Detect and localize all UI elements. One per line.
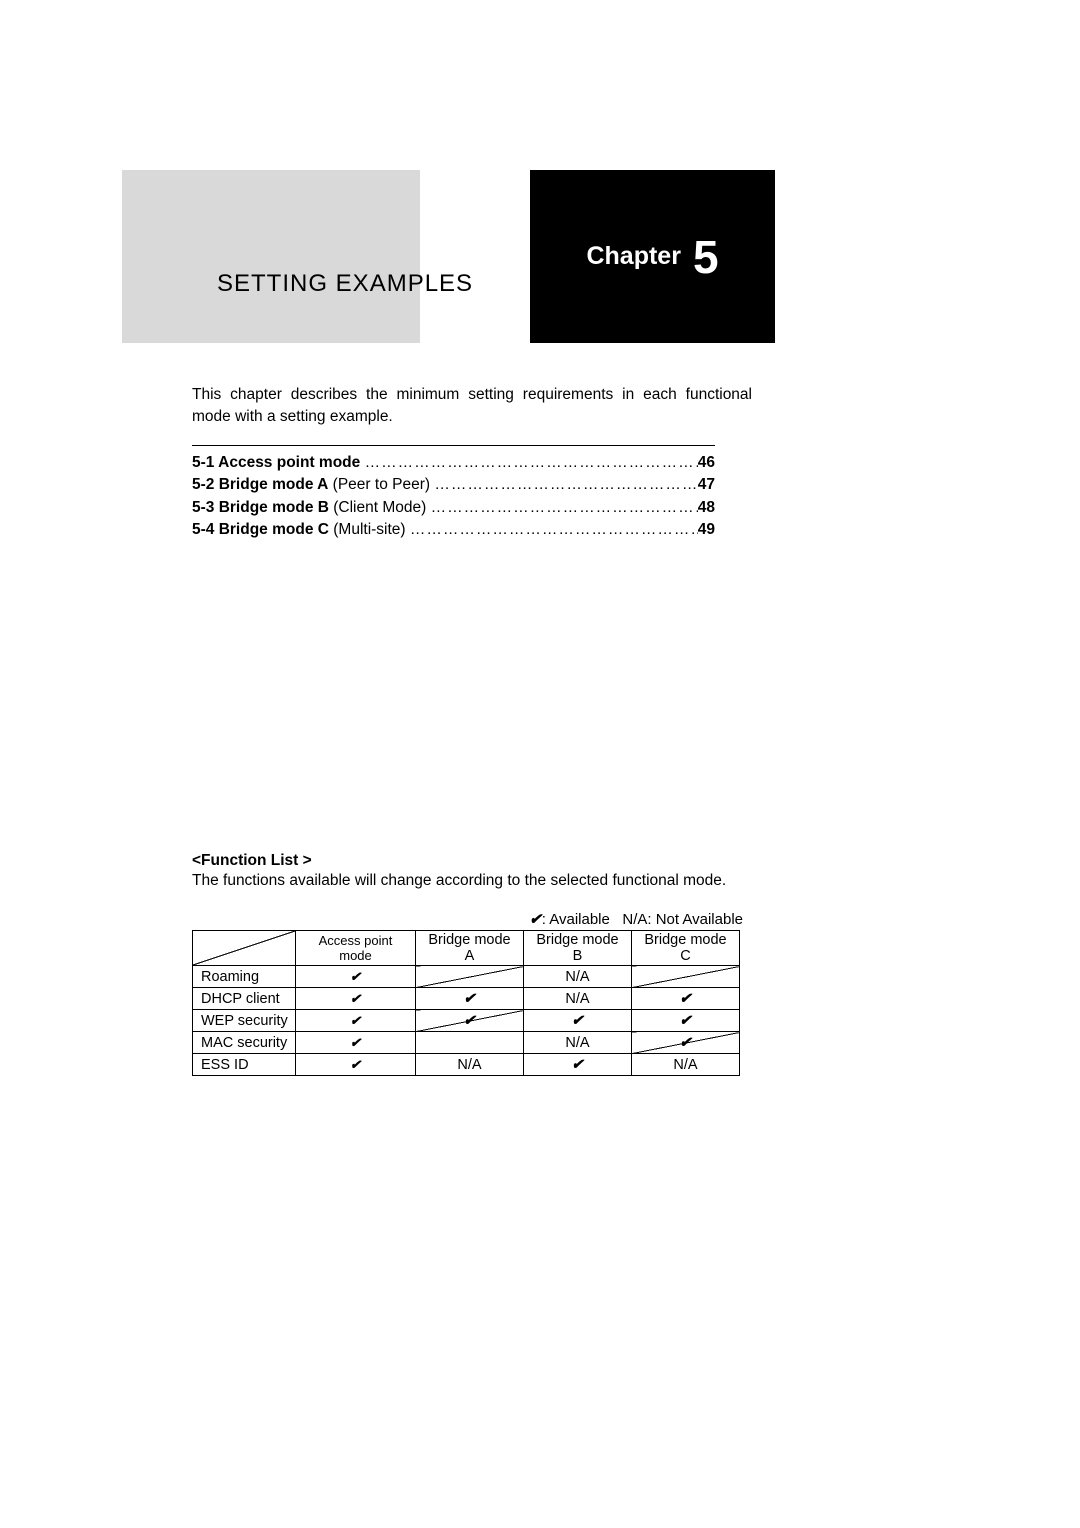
gray-banner-block <box>122 170 420 343</box>
check-icon: ✔ <box>350 969 361 984</box>
check-icon: ✔ <box>463 991 475 1007</box>
table-row-header: ESS ID <box>193 1054 296 1076</box>
check-icon: ✔ <box>571 1013 583 1029</box>
function-list-heading: <Function List > <box>192 852 752 870</box>
table-row: MAC security ✔ N/A ✔ <box>193 1032 740 1054</box>
chapter-badge: Chapter 5 <box>530 170 775 343</box>
check-icon: ✔ <box>350 991 361 1006</box>
toc-page-number: 47 <box>698 474 715 496</box>
table-row-header: MAC security <box>193 1032 296 1054</box>
toc-page-number: 46 <box>698 452 715 474</box>
toc-leader-dots <box>365 452 698 474</box>
page-title: SETTING EXAMPLES <box>217 270 473 298</box>
check-icon: ✔ <box>350 1013 361 1028</box>
check-icon: ✔ <box>571 1057 583 1073</box>
table-cell <box>416 966 524 988</box>
table-cell: ✔ <box>524 1054 632 1076</box>
check-icon: ✔ <box>350 1057 361 1072</box>
toc-entry: 5-3 Bridge mode B (Client Mode) 48 <box>192 497 715 519</box>
table-cell: ✔ <box>296 1054 416 1076</box>
table-cell: N/A <box>524 966 632 988</box>
check-icon: ✔ <box>679 1013 691 1029</box>
table-column-header: Bridge mode A <box>416 931 524 966</box>
table-cell: ✔ <box>296 988 416 1010</box>
toc-entry: 5-2 Bridge mode A (Peer to Peer) 47 <box>192 474 715 496</box>
intro-paragraph: This chapter describes the minimum setti… <box>192 384 752 427</box>
function-list-desc: The functions available will change acco… <box>192 872 752 890</box>
table-cell <box>416 1032 524 1054</box>
table-cell: ✔ <box>416 988 524 1010</box>
table-column-header: Bridge mode B <box>524 931 632 966</box>
function-list-legend: ✔: Available N/A: Not Available <box>192 910 752 928</box>
table-row-header: WEP security <box>193 1010 296 1032</box>
check-icon: ✔ <box>463 1013 475 1029</box>
table-cell: N/A <box>632 1054 740 1076</box>
toc-label: 5-1 Access point mode <box>192 452 365 474</box>
chapter-label: Chapter <box>586 242 680 271</box>
table-cell: ✔ <box>296 1010 416 1032</box>
table-row: Roaming ✔ N/A <box>193 966 740 988</box>
table-row-header: DHCP client <box>193 988 296 1010</box>
toc-label: 5-3 Bridge mode B (Client Mode) <box>192 497 431 519</box>
table-cell: ✔ <box>632 988 740 1010</box>
toc-entry: 5-4 Bridge mode C (Multi-site) 49 <box>192 519 715 541</box>
table-cell <box>632 966 740 988</box>
table-column-header: Bridge mode C <box>632 931 740 966</box>
toc-leader-dots <box>434 474 697 496</box>
table-cell: ✔ <box>416 1010 524 1032</box>
toc-leader-dots <box>410 519 698 541</box>
check-icon: ✔ <box>679 991 691 1007</box>
table-cell: ✔ <box>296 1032 416 1054</box>
table-cell: ✔ <box>296 966 416 988</box>
table-row-header: Roaming <box>193 966 296 988</box>
toc-page-number: 49 <box>698 519 715 541</box>
table-cell: N/A <box>524 988 632 1010</box>
toc-entry: 5-1 Access point mode 46 <box>192 452 715 474</box>
function-list-table: Access point modeBridge mode ABridge mod… <box>192 930 740 1076</box>
table-cell: ✔ <box>632 1032 740 1054</box>
table-of-contents: 5-1 Access point mode 465-2 Bridge mode … <box>192 445 715 542</box>
table-cell: ✔ <box>524 1010 632 1032</box>
toc-label: 5-2 Bridge mode A (Peer to Peer) <box>192 474 434 496</box>
check-icon: ✔ <box>679 1035 691 1051</box>
function-list-section: <Function List > The functions available… <box>192 852 752 1076</box>
table-row: DHCP client ✔ ✔ N/A ✔ <box>193 988 740 1010</box>
table-corner-cell <box>193 931 296 966</box>
table-cell: N/A <box>416 1054 524 1076</box>
table-column-header: Access point mode <box>296 931 416 966</box>
toc-leader-dots <box>431 497 698 519</box>
table-cell: N/A <box>524 1032 632 1054</box>
toc-page-number: 48 <box>698 497 715 519</box>
table-row: ESS ID ✔ N/A ✔ N/A <box>193 1054 740 1076</box>
toc-label: 5-4 Bridge mode C (Multi-site) <box>192 519 410 541</box>
table-cell: ✔ <box>632 1010 740 1032</box>
check-icon: ✔ <box>350 1035 361 1050</box>
table-row: WEP security ✔ ✔ ✔ ✔ <box>193 1010 740 1032</box>
chapter-number: 5 <box>693 230 719 284</box>
